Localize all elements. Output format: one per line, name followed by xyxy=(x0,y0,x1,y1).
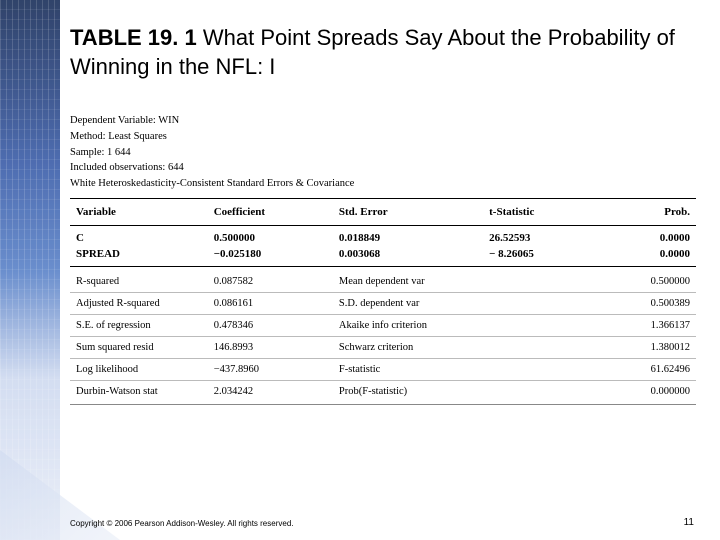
col-header: Coefficient xyxy=(208,203,333,221)
cell-coef: −0.025180 xyxy=(208,246,333,262)
stat-label: Adjusted R-squared xyxy=(70,292,208,314)
stat-value: 0.000000 xyxy=(596,380,696,402)
coef-body: C 0.500000 0.018849 26.52593 0.0000 SPRE… xyxy=(70,230,696,262)
stat-value: 0.500000 xyxy=(596,271,696,293)
table-row: Adjusted R-squared 0.086161 S.D. depende… xyxy=(70,292,696,314)
stat-label: S.E. of regression xyxy=(70,314,208,336)
stat-value: 1.366137 xyxy=(596,314,696,336)
stat-label: Durbin-Watson stat xyxy=(70,380,208,402)
table-row: R-squared 0.087582 Mean dependent var 0.… xyxy=(70,271,696,293)
table-row: Log likelihood −437.8960 F-statistic 61.… xyxy=(70,358,696,380)
title-prefix: TABLE 19. 1 xyxy=(70,25,197,50)
cell-se: 0.018849 xyxy=(333,230,483,246)
stat-value: 0.478346 xyxy=(208,314,333,336)
hdr-line: Dependent Variable: WIN xyxy=(70,113,696,129)
coef-table: Variable Coefficient Std. Error t-Statis… xyxy=(70,203,696,221)
stat-value: 2.034242 xyxy=(208,380,333,402)
cell-p: 0.0000 xyxy=(596,246,696,262)
table-header-lines: Dependent Variable: WIN Method: Least Sq… xyxy=(70,113,696,192)
cell-var: C xyxy=(70,230,208,246)
hdr-line: Method: Least Squares xyxy=(70,129,696,145)
stat-value: −437.8960 xyxy=(208,358,333,380)
stat-label: Sum squared resid xyxy=(70,336,208,358)
cell-p: 0.0000 xyxy=(596,230,696,246)
stat-value: 0.500389 xyxy=(596,292,696,314)
stat-label: F-statistic xyxy=(333,358,483,380)
col-header: Std. Error xyxy=(333,203,483,221)
col-header: t-Statistic xyxy=(483,203,596,221)
col-header: Prob. xyxy=(596,203,696,221)
table-row: Durbin-Watson stat 2.034242 Prob(F-stati… xyxy=(70,380,696,402)
stat-value: 61.62496 xyxy=(596,358,696,380)
stat-value: 0.086161 xyxy=(208,292,333,314)
rule xyxy=(70,225,696,226)
cell-coef: 0.500000 xyxy=(208,230,333,246)
hdr-line: Sample: 1 644 xyxy=(70,145,696,161)
stat-label: Akaike info criterion xyxy=(333,314,483,336)
stat-label: R-squared xyxy=(70,271,208,293)
stat-value: 1.380012 xyxy=(596,336,696,358)
table-row: C 0.500000 0.018849 26.52593 0.0000 xyxy=(70,230,696,246)
hdr-line: Included observations: 644 xyxy=(70,160,696,176)
stat-value: 0.087582 xyxy=(208,271,333,293)
stat-label: Mean dependent var xyxy=(333,271,483,293)
slide-content: TABLE 19. 1 What Point Spreads Say About… xyxy=(70,24,696,512)
slide-title: TABLE 19. 1 What Point Spreads Say About… xyxy=(70,24,696,81)
stat-label: Log likelihood xyxy=(70,358,208,380)
hdr-line: White Heteroskedasticity-Consistent Stan… xyxy=(70,176,696,192)
table-header-row: Variable Coefficient Std. Error t-Statis… xyxy=(70,203,696,221)
table-row: Sum squared resid 146.8993 Schwarz crite… xyxy=(70,336,696,358)
col-header: Variable xyxy=(70,203,208,221)
cell-t: − 8.26065 xyxy=(483,246,596,262)
stats-table: R-squared 0.087582 Mean dependent var 0.… xyxy=(70,271,696,402)
table-row: S.E. of regression 0.478346 Akaike info … xyxy=(70,314,696,336)
rule xyxy=(70,198,696,199)
cell-se: 0.003068 xyxy=(333,246,483,262)
cell-var: SPREAD xyxy=(70,246,208,262)
rule xyxy=(70,266,696,267)
stat-label: Schwarz criterion xyxy=(333,336,483,358)
cell-t: 26.52593 xyxy=(483,230,596,246)
table-row: SPREAD −0.025180 0.003068 − 8.26065 0.00… xyxy=(70,246,696,262)
stat-label: S.D. dependent var xyxy=(333,292,483,314)
page-number: 11 xyxy=(684,517,694,528)
regression-table: Dependent Variable: WIN Method: Least Sq… xyxy=(70,107,696,405)
stat-label: Prob(F-statistic) xyxy=(333,380,483,402)
copyright-text: Copyright © 2006 Pearson Addison-Wesley.… xyxy=(70,519,294,528)
rule xyxy=(70,404,696,405)
stat-value: 146.8993 xyxy=(208,336,333,358)
